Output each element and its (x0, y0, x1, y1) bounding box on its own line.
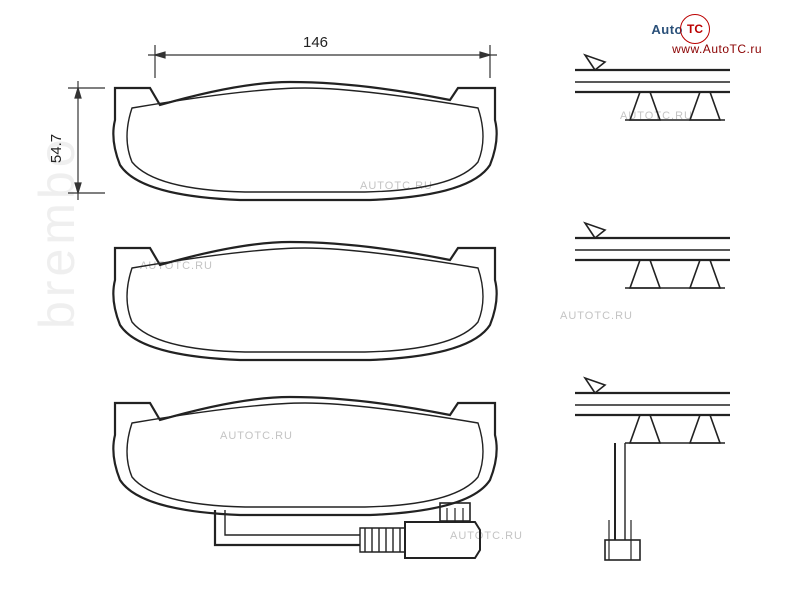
diagram-canvas: brembo AUTOTC.RU AUTOTC.RU AUTOTC.RU AUT… (0, 0, 800, 600)
technical-drawing (0, 0, 800, 600)
dimension-height-label: 54.7 (48, 134, 65, 163)
dimension-width-label: 146 (303, 34, 328, 51)
